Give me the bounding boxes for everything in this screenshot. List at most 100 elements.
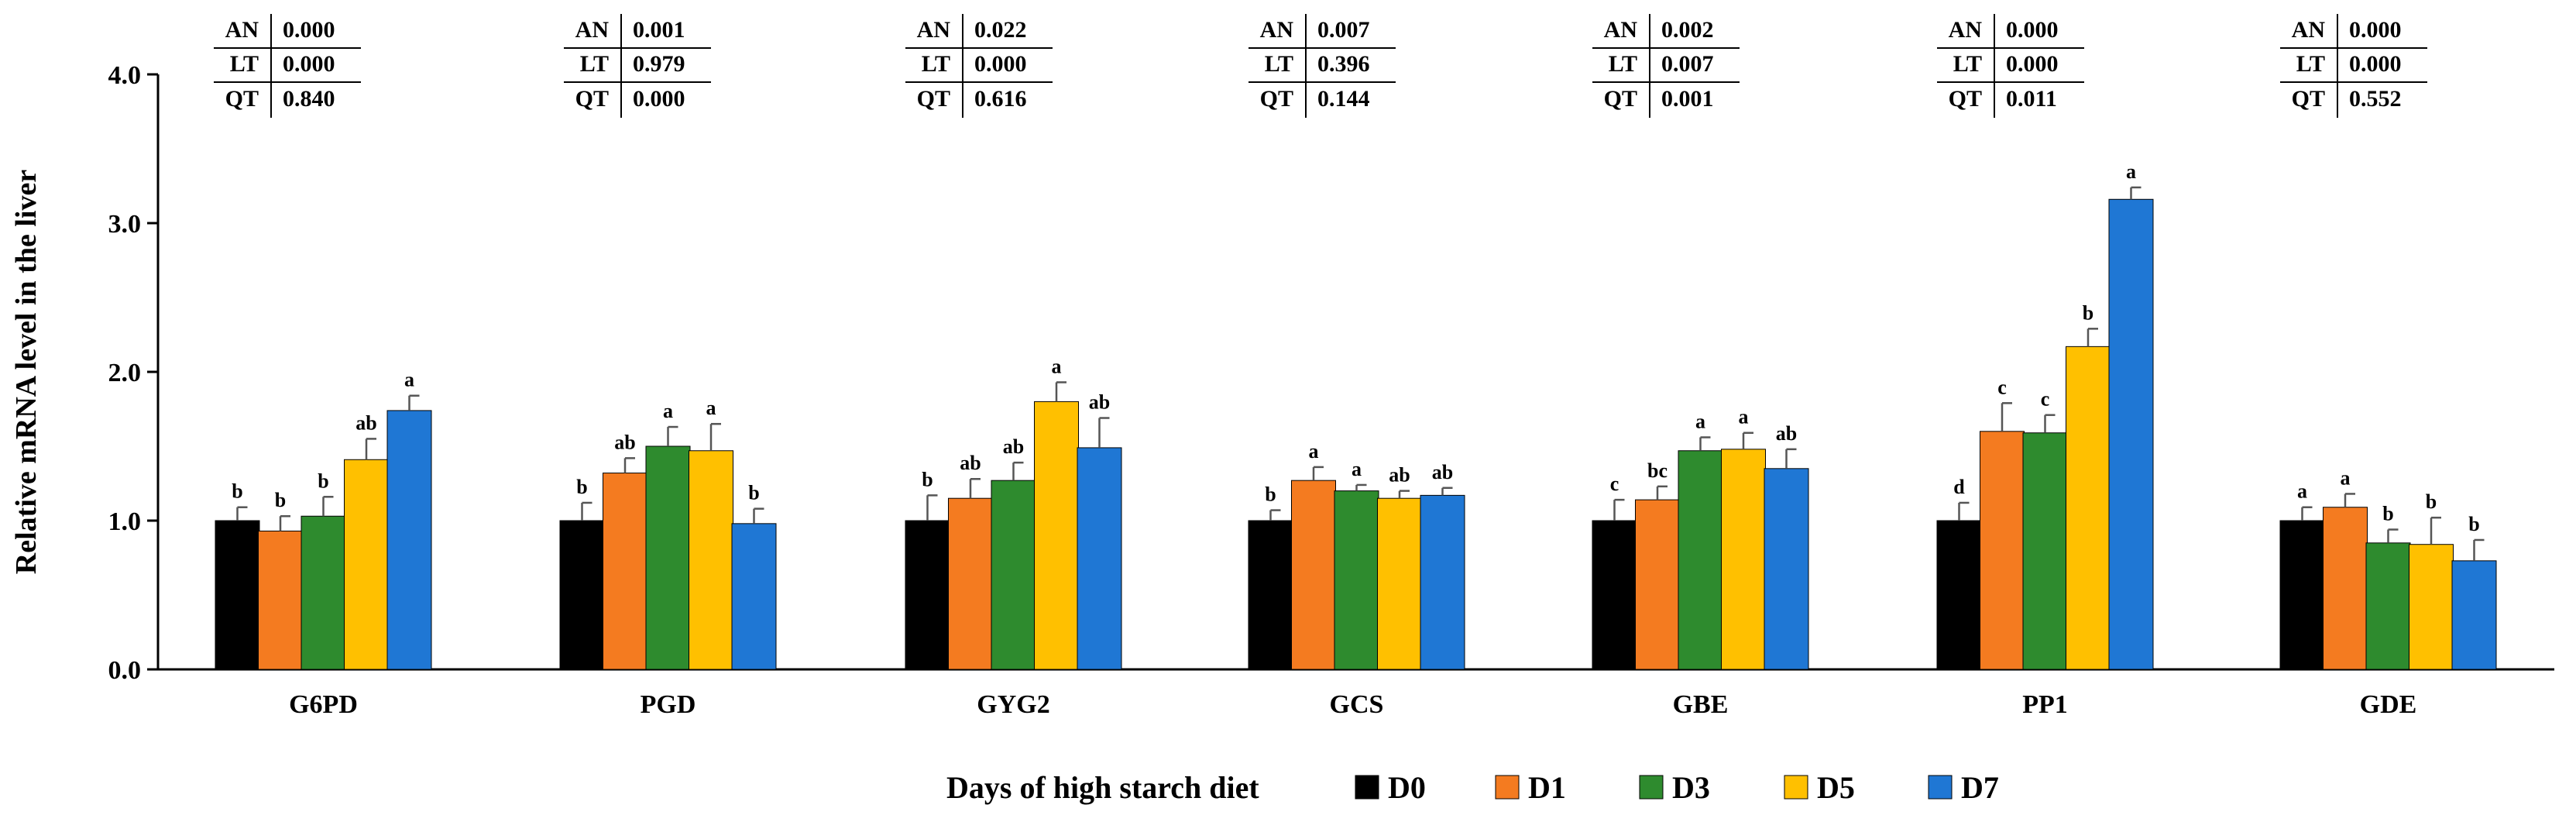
- stats-row-value: 0.000: [2349, 17, 2402, 43]
- significance-letter: a: [1739, 406, 1749, 428]
- x-tick-label: GDE: [2360, 690, 2417, 719]
- bar-d0: [215, 520, 260, 670]
- bar-d7: [386, 410, 432, 670]
- significance-letter: a: [1309, 440, 1319, 463]
- significance-letter: bc: [1647, 459, 1668, 482]
- bar-d5: [344, 459, 389, 670]
- significance-letter: b: [2426, 490, 2437, 513]
- stats-row-label: LT: [922, 51, 950, 77]
- bar-group-gde: a a b b b: [2279, 466, 2497, 670]
- bar-d7: [2451, 560, 2497, 670]
- stats-table-gyg2: AN 0.022 LT 0.000 QT 0.616: [905, 14, 1053, 118]
- stats-row-label: LT: [1265, 51, 1293, 77]
- significance-letter: b: [576, 476, 587, 498]
- bar-d3: [1678, 450, 1723, 670]
- y-tick-label: 3.0: [108, 210, 142, 239]
- stats-table-pp1: AN 0.000 LT 0.000 QT 0.011: [1937, 14, 2084, 118]
- x-tick-label: GYG2: [977, 690, 1049, 719]
- legend-label: D7: [1961, 770, 1999, 805]
- stats-row-label: LT: [580, 51, 609, 77]
- stats-row-value: 0.000: [2006, 17, 2059, 43]
- bar-group-pp1: d c c b a: [1936, 160, 2154, 670]
- stats-row-label: AN: [2292, 17, 2326, 43]
- significance-letter: ab: [1776, 422, 1797, 445]
- y-tick-label: 1.0: [108, 507, 142, 536]
- x-tick-label: PP1: [2022, 690, 2068, 719]
- stats-row-label: QT: [1949, 86, 1982, 112]
- stats-row-value: 0.001: [633, 17, 685, 43]
- significance-letter: a: [2341, 466, 2351, 489]
- stats-row-value: 0.007: [1661, 51, 1714, 77]
- stats-row-value: 0.001: [1661, 86, 1714, 112]
- legend-label: D5: [1817, 770, 1855, 805]
- bar-d0: [559, 520, 605, 670]
- significance-letter: b: [275, 489, 286, 511]
- bar-d1: [603, 473, 647, 670]
- x-tick-label: GBE: [1673, 690, 1729, 719]
- significance-letter: a: [1352, 458, 1362, 480]
- stats-row-value: 0.552: [2349, 86, 2402, 112]
- stats-row-value: 0.000: [283, 17, 335, 43]
- bar-group-g6pd: b b b ab a: [215, 369, 432, 670]
- stats-table-gde: AN 0.000 LT 0.000 QT 0.552: [2280, 14, 2427, 118]
- bar-d3: [645, 445, 691, 670]
- stats-row-label: LT: [2296, 51, 2325, 77]
- bar-d0: [1936, 520, 1982, 670]
- stats-row-label: AN: [575, 17, 610, 43]
- stats-row-value: 0.000: [283, 51, 335, 77]
- bar-d5: [1034, 401, 1079, 670]
- bar-d1: [2323, 507, 2368, 670]
- significance-letter: a: [1052, 355, 1062, 377]
- bar-d7: [731, 523, 777, 670]
- bar-d3: [2365, 542, 2411, 670]
- stats-row-value: 0.000: [974, 51, 1027, 77]
- significance-letter: b: [232, 480, 242, 503]
- stats-row-label: LT: [1953, 51, 1982, 77]
- legend-swatch: [1495, 775, 1520, 800]
- legend-swatch: [1355, 775, 1379, 800]
- stats-row-value: 0.000: [2006, 51, 2059, 77]
- legend-label: D1: [1528, 770, 1566, 805]
- significance-letter: ab: [355, 411, 376, 434]
- stats-row-label: AN: [917, 17, 951, 43]
- significance-letter: b: [748, 482, 759, 504]
- bar-d3: [2022, 432, 2068, 670]
- bar-d3: [1334, 490, 1379, 670]
- legend-item-d3: D3: [1639, 770, 1710, 805]
- stats-row-label: LT: [1609, 51, 1637, 77]
- x-tick-label: G6PD: [289, 690, 358, 719]
- legend-item-d1: D1: [1495, 770, 1566, 805]
- stats-row-label: QT: [1260, 86, 1293, 112]
- bar-d5: [2409, 544, 2454, 670]
- stats-row-value: 0.396: [1317, 51, 1370, 77]
- bar-group-gcs: b a a ab ab: [1248, 440, 1465, 670]
- x-tick-label: GCS: [1330, 690, 1384, 719]
- bar-d0: [1592, 520, 1637, 670]
- bar-d1: [1291, 480, 1336, 670]
- y-tick-label: 0.0: [108, 656, 142, 685]
- legend-label: D3: [1672, 770, 1710, 805]
- stats-row-label: QT: [225, 86, 259, 112]
- bar-d5: [2066, 346, 2111, 670]
- stats-row-value: 0.011: [2006, 86, 2057, 112]
- bar-group-gbe: c bc a a ab: [1592, 406, 1809, 670]
- stats-row-label: AN: [1260, 17, 1294, 43]
- y-axis-title: Relative mRNA level in the liver: [10, 170, 43, 575]
- significance-letter: ab: [1432, 461, 1453, 483]
- stats-table-g6pd: AN 0.000 LT 0.000 QT 0.840: [214, 14, 361, 118]
- bar-d7: [1764, 468, 1809, 670]
- bar-d7: [2108, 198, 2154, 670]
- bar-d7: [1077, 447, 1122, 670]
- significance-letter: a: [2297, 480, 2307, 503]
- stats-row-label: AN: [225, 17, 259, 43]
- legend-item-d7: D7: [1928, 770, 1999, 805]
- bar-d1: [1980, 431, 2025, 670]
- stats-table-gcs: AN 0.007 LT 0.396 QT 0.144: [1249, 14, 1396, 118]
- significance-letter: b: [2382, 503, 2393, 525]
- stats-row-label: QT: [917, 86, 950, 112]
- stats-row-value: 0.840: [283, 86, 335, 112]
